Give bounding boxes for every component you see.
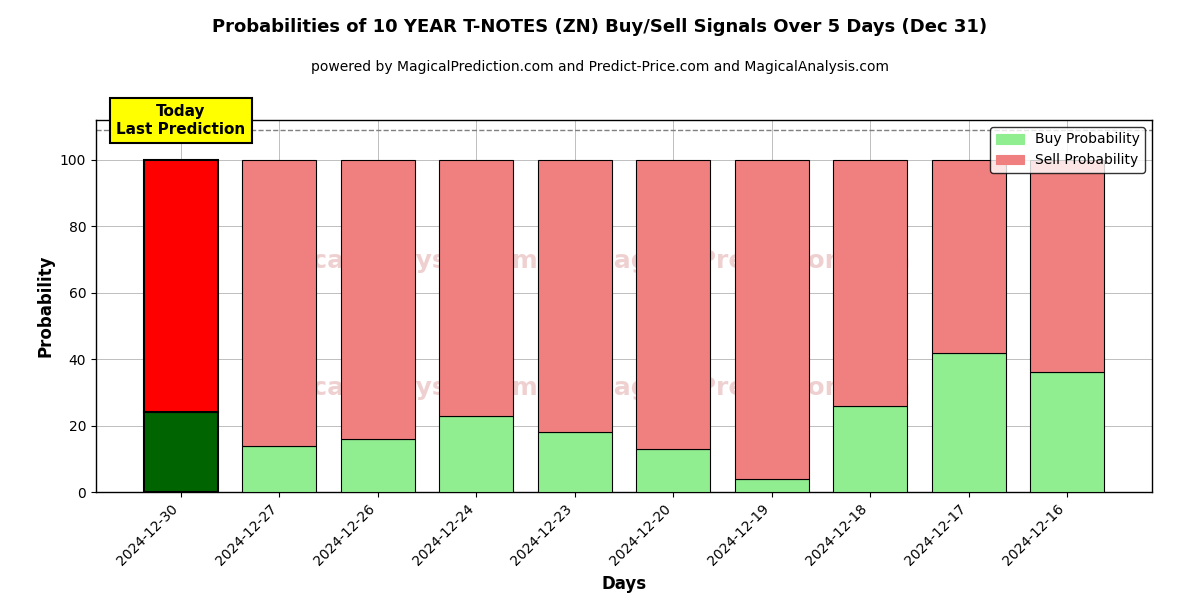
Y-axis label: Probability: Probability bbox=[36, 255, 54, 357]
Bar bbox=[242, 160, 317, 445]
Bar bbox=[144, 412, 218, 492]
Text: Probabilities of 10 YEAR T-NOTES (ZN) Buy/Sell Signals Over 5 Days (Dec 31): Probabilities of 10 YEAR T-NOTES (ZN) Bu… bbox=[212, 18, 988, 36]
Text: MagicalPrediction.com: MagicalPrediction.com bbox=[590, 250, 911, 274]
Bar bbox=[734, 479, 809, 492]
Text: MagicalAnalysis.com: MagicalAnalysis.com bbox=[245, 376, 539, 400]
Bar bbox=[439, 160, 514, 416]
Bar bbox=[1030, 373, 1104, 492]
Bar bbox=[144, 160, 218, 412]
Bar bbox=[341, 439, 415, 492]
Bar bbox=[636, 449, 710, 492]
Text: powered by MagicalPrediction.com and Predict-Price.com and MagicalAnalysis.com: powered by MagicalPrediction.com and Pre… bbox=[311, 60, 889, 74]
Bar bbox=[931, 352, 1006, 492]
Bar bbox=[538, 432, 612, 492]
Bar bbox=[833, 406, 907, 492]
Bar bbox=[1030, 160, 1104, 373]
Bar bbox=[931, 160, 1006, 352]
Bar bbox=[636, 160, 710, 449]
Bar bbox=[734, 160, 809, 479]
Bar bbox=[833, 160, 907, 406]
Text: Today
Last Prediction: Today Last Prediction bbox=[116, 104, 246, 137]
Bar bbox=[439, 416, 514, 492]
Text: MagicalPrediction.com: MagicalPrediction.com bbox=[590, 376, 911, 400]
Bar bbox=[538, 160, 612, 432]
Bar bbox=[242, 445, 317, 492]
X-axis label: Days: Days bbox=[601, 575, 647, 593]
Text: MagicalAnalysis.com: MagicalAnalysis.com bbox=[245, 250, 539, 274]
Bar bbox=[341, 160, 415, 439]
Legend: Buy Probability, Sell Probability: Buy Probability, Sell Probability bbox=[990, 127, 1145, 173]
